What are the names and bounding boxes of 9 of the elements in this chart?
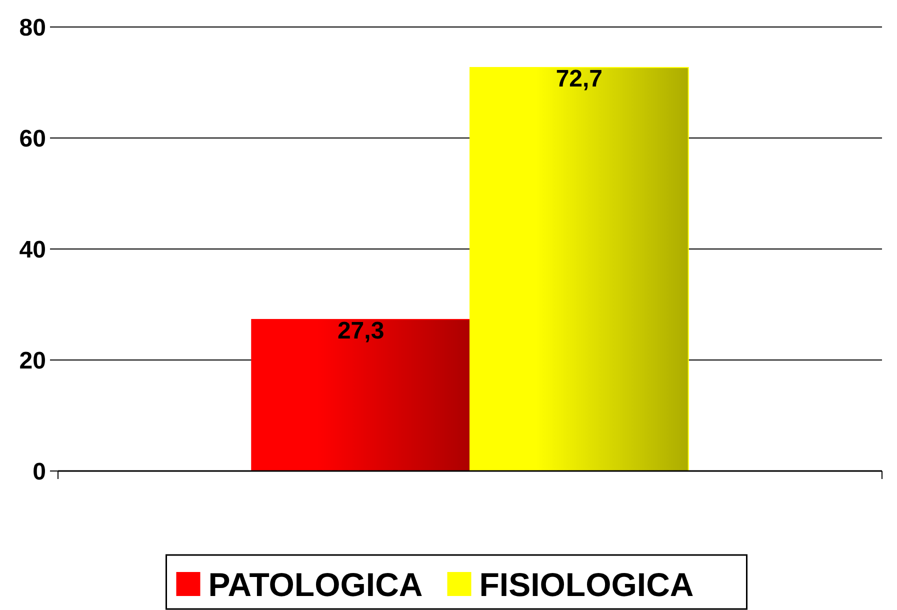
y-tick-label: 80 <box>19 14 46 42</box>
legend-label: PATOLOGICA <box>208 566 423 603</box>
legend-label: FISIOLOGICA <box>479 566 694 603</box>
y-tick-label: 60 <box>19 125 46 152</box>
y-tick-label: 40 <box>19 236 46 264</box>
data-label: 27,3 <box>337 317 384 344</box>
data-label: 72,7 <box>556 66 603 93</box>
y-tick-label: 0 <box>32 458 46 486</box>
y-tick-label: 20 <box>19 347 46 374</box>
